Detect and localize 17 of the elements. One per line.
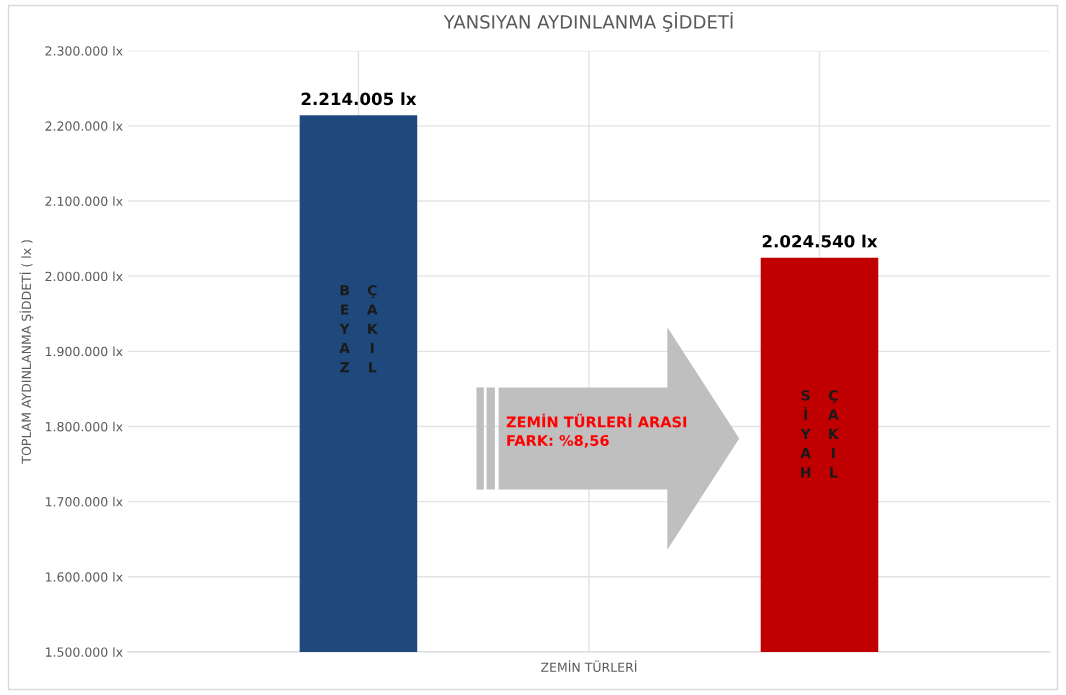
- y-tick-label: 2.100.000 lx: [45, 196, 123, 206]
- y-axis-title: TOPLAM AYDINLANMA ŞİDDETİ ( lx ): [19, 240, 34, 464]
- y-tick-label: 2.000.000 lx: [45, 271, 123, 282]
- y-tick-label: 1.800.000 lx: [45, 421, 123, 432]
- data-label: 2.024.540 lx: [762, 234, 878, 248]
- annotation: ZEMİN TÜRLERİ ARASI FARK: %8,56: [506, 413, 687, 448]
- y-tick-label: 1.600.000 lx: [45, 572, 123, 582]
- category-label: BEYAZ ÇAKIL: [339, 285, 379, 373]
- y-tick-label: 1.900.000 lx: [45, 346, 123, 357]
- y-tick-label: 1.700.000 lx: [45, 496, 123, 507]
- category-label: SİYAH ÇAKIL: [800, 390, 840, 478]
- y-tick-label: 2.300.000 lx: [45, 45, 123, 56]
- x-axis-title: ZEMİN TÜRLERİ: [541, 660, 637, 672]
- data-label: 2.214.005 lx: [301, 92, 417, 106]
- y-tick-label: 1.500.000 lx: [45, 647, 123, 657]
- chart-title: YANSIYAN AYDINLANMA ŞİDDETİ: [443, 12, 733, 32]
- y-tick-label: 2.200.000 lx: [45, 121, 123, 131]
